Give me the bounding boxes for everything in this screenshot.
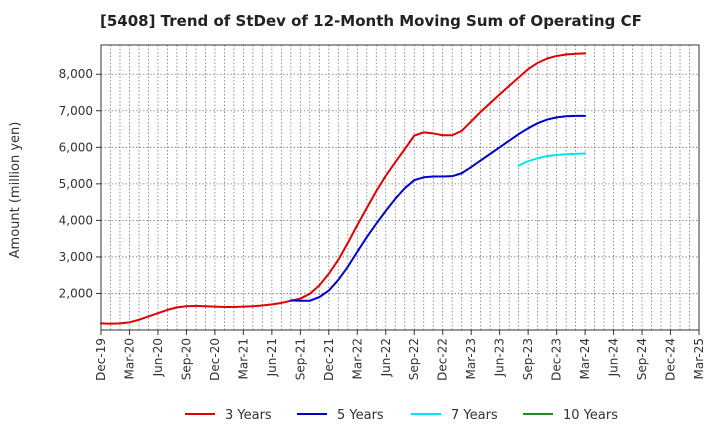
x-tick-label: Dec-21 [322,338,336,381]
x-tick-label: Sep-20 [179,338,193,380]
x-tick-label: Dec-22 [436,338,450,381]
x-tick-label: Sep-22 [407,338,421,380]
grid [101,45,699,330]
x-tick-label: Mar-25 [692,338,706,379]
legend: 3 Years 5 Years 7 Years 10 Years [185,408,618,423]
x-tick-label: Sep-23 [521,338,535,380]
y-tick-label: 6,000 [59,140,93,154]
x-tick-label: Mar-20 [122,338,136,379]
y-tick-label: 8,000 [59,67,93,81]
x-tick-label: Mar-23 [464,338,478,379]
y-tick-label: 7,000 [59,104,93,118]
legend-label: 7 Years [451,408,498,423]
x-tick-label: Jun-22 [379,338,393,377]
y-tick-label: 4,000 [59,213,93,227]
x-tick-label: Dec-23 [550,338,564,381]
y-tick-label: 5,000 [59,177,93,191]
x-tick-label: Dec-20 [208,338,222,381]
x-tick-label: Mar-21 [236,338,250,379]
x-tick-label: Dec-24 [664,338,678,381]
x-tick-label: Jun-24 [607,338,621,377]
series-line-7-years [517,152,587,167]
x-tick-label: Jun-20 [151,338,165,377]
x-tick-label: Mar-24 [578,338,592,379]
y-tick-label: 3,000 [59,250,93,264]
y-tick-label: 2,000 [59,286,93,300]
chart-title: [5408] Trend of StDev of 12-Month Moving… [100,12,642,30]
x-tick-label: Dec-19 [94,338,108,381]
series-line-3-years [100,52,587,325]
plot-area [101,45,699,330]
series-line-5-years [289,114,587,302]
x-tick-label: Jun-23 [493,338,507,377]
x-tick-label: Mar-22 [350,338,364,379]
legend-label: 5 Years [337,408,384,423]
y-axis-label: Amount (million yen) [8,122,23,259]
x-tick-label: Sep-24 [635,338,649,380]
x-axis-ticks: Dec-19 Mar-20 Jun-20 Sep-20 Dec-20 Mar-21 Jun-… [94,330,706,381]
series-layer [100,52,587,325]
plot-border [100,44,700,331]
y-axis-ticks: 2,000 3,000 4,000 5,000 6,000 7,000 8,000 [59,67,101,300]
legend-label: 3 Years [225,408,272,423]
x-tick-label: Sep-21 [293,338,307,380]
legend-label: 10 Years [563,408,618,423]
x-tick-label: Jun-21 [265,338,279,377]
